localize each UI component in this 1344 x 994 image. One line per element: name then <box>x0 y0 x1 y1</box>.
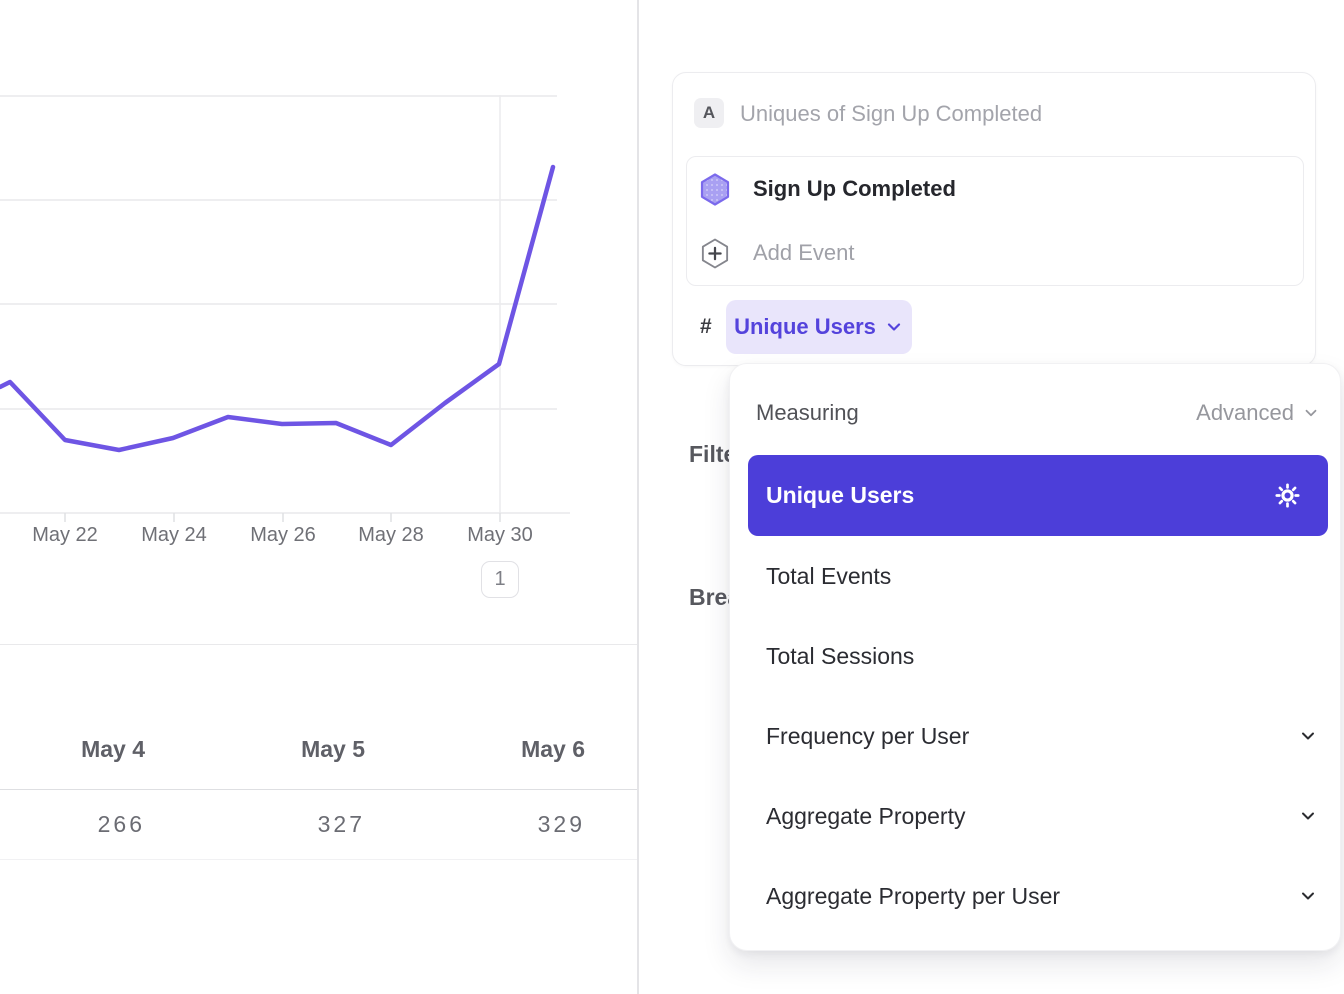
add-event-icon <box>701 238 729 268</box>
chevron-down-icon <box>1305 409 1317 417</box>
event-row[interactable]: Sign Up Completed <box>700 172 1290 206</box>
table-cell: 266 <box>97 811 145 837</box>
panel-divider <box>637 0 639 994</box>
dropdown-header: Measuring Advanced <box>730 384 1340 442</box>
column-header[interactable]: May 4 <box>81 736 145 762</box>
menu-item-aggregate-property[interactable]: Aggregate Property <box>730 776 1340 856</box>
x-tick-label: May 22 <box>32 524 98 546</box>
chevron-down-icon <box>1302 732 1314 740</box>
x-tick-label: May 28 <box>358 524 424 546</box>
x-tick-label: May 30 <box>467 524 533 546</box>
table-cell: 329 <box>537 811 585 837</box>
event-name: Sign Up Completed <box>753 176 956 201</box>
menu-item-label: Total Sessions <box>766 642 915 669</box>
menu-item-unique-users[interactable]: Unique Users <box>748 455 1328 536</box>
column-header[interactable]: May 5 <box>301 736 365 762</box>
add-event-button[interactable]: Add Event <box>701 237 1291 269</box>
mode-label: Advanced <box>1196 400 1294 425</box>
gear-icon[interactable] <box>1274 482 1301 509</box>
x-tick-label: May 24 <box>141 524 207 546</box>
menu-item-label: Unique Users <box>766 482 915 508</box>
menu-item-total-sessions[interactable]: Total Sessions <box>730 616 1340 696</box>
menu-item-aggregate-property-per-user[interactable]: Aggregate Property per User <box>730 856 1340 936</box>
menu-item-frequency-per-user[interactable]: Frequency per User <box>730 696 1340 776</box>
menu-item-label: Frequency per User <box>766 722 970 749</box>
event-hexagon-icon <box>700 172 730 206</box>
series-letter-badge[interactable]: A <box>694 98 724 128</box>
line-chart <box>0 95 570 522</box>
trend-line <box>0 164 556 453</box>
chevron-down-icon <box>887 323 900 331</box>
menu-item-label: Aggregate Property <box>766 802 966 829</box>
mode-selector[interactable]: Advanced <box>1196 400 1320 426</box>
annotation-marker[interactable]: 1 <box>481 561 519 598</box>
table-value-row: 266 327 329 <box>0 790 638 860</box>
measure-selector-chip[interactable]: Unique Users <box>726 300 912 354</box>
measuring-dropdown-menu: Measuring Advanced Unique Users <box>729 363 1341 951</box>
menu-item-label: Total Events <box>766 562 892 589</box>
series-title: Uniques of Sign Up Completed <box>740 101 1043 126</box>
x-axis-ticks <box>64 513 501 522</box>
add-event-label: Add Event <box>753 240 855 265</box>
table-header-row: May 4 May 5 May 6 <box>0 645 638 790</box>
measure-value: Unique Users <box>734 314 876 339</box>
gridlines <box>0 95 557 410</box>
menu-item-label: Aggregate Property per User <box>766 882 1061 909</box>
table-cell: 327 <box>317 811 365 837</box>
measuring-label: Measuring <box>756 400 859 425</box>
column-header[interactable]: May 6 <box>521 736 585 762</box>
x-tick-label: May 26 <box>250 524 316 546</box>
chevron-down-icon <box>1302 892 1314 900</box>
menu-item-total-events[interactable]: Total Events <box>730 536 1340 616</box>
event-card <box>686 156 1304 286</box>
results-table: May 4 May 5 May 6 266 327 329 <box>0 644 638 860</box>
chevron-down-icon <box>1302 812 1314 820</box>
measure-symbol: # <box>700 315 712 338</box>
